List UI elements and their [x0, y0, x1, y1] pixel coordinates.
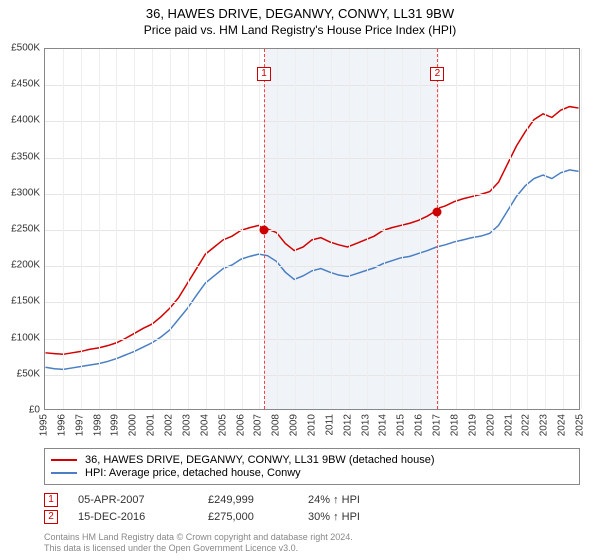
- y-tick-label: £50K: [4, 368, 40, 379]
- x-tick-label: 1999: [110, 414, 121, 436]
- event-marker-dot: [433, 207, 442, 216]
- title-line1: 36, HAWES DRIVE, DEGANWY, CONWY, LL31 9B…: [0, 6, 600, 21]
- table-row: 1 05-APR-2007 £249,999 24% ↑ HPI: [44, 493, 580, 507]
- legend-item: 36, HAWES DRIVE, DEGANWY, CONWY, LL31 9B…: [51, 454, 573, 466]
- x-tick-label: 2011: [324, 414, 335, 436]
- footer-line2: This data is licensed under the Open Gov…: [44, 543, 580, 554]
- x-tick-label: 2012: [342, 414, 353, 436]
- legend-label: 36, HAWES DRIVE, DEGANWY, CONWY, LL31 9B…: [85, 454, 435, 466]
- x-tick-label: 2009: [289, 414, 300, 436]
- y-tick-label: £500K: [4, 43, 40, 54]
- sales-table: 1 05-APR-2007 £249,999 24% ↑ HPI 2 15-DE…: [44, 490, 580, 527]
- y-tick-label: £350K: [4, 151, 40, 162]
- x-tick-label: 2014: [378, 414, 389, 436]
- x-tick-label: 2023: [539, 414, 550, 436]
- legend-swatch: [51, 472, 77, 474]
- title-block: 36, HAWES DRIVE, DEGANWY, CONWY, LL31 9B…: [0, 0, 600, 37]
- x-tick-label: 2022: [521, 414, 532, 436]
- sale-price: £249,999: [208, 494, 288, 506]
- y-tick-label: £250K: [4, 224, 40, 235]
- x-tick-label: 2006: [235, 414, 246, 436]
- y-tick-label: £300K: [4, 187, 40, 198]
- sale-pct: 30% ↑ HPI: [308, 511, 408, 523]
- x-tick-label: 2004: [199, 414, 210, 436]
- x-tick-label: 2008: [271, 414, 282, 436]
- sale-date: 05-APR-2007: [78, 494, 188, 506]
- sale-price: £275,000: [208, 511, 288, 523]
- x-tick-label: 2020: [485, 414, 496, 436]
- x-tick-label: 2001: [146, 414, 157, 436]
- x-tick-label: 2019: [467, 414, 478, 436]
- x-tick-label: 2003: [181, 414, 192, 436]
- x-tick-label: 1996: [56, 414, 67, 436]
- y-tick-label: £0: [4, 405, 40, 416]
- event-marker-box: 2: [430, 67, 444, 81]
- x-tick-label: 2024: [557, 414, 568, 436]
- sale-date: 15-DEC-2016: [78, 511, 188, 523]
- table-row: 2 15-DEC-2016 £275,000 30% ↑ HPI: [44, 510, 580, 524]
- chart-lines-svg: [45, 49, 579, 409]
- y-tick-label: £400K: [4, 115, 40, 126]
- x-tick-label: 2016: [414, 414, 425, 436]
- row-marker-box: 2: [44, 510, 58, 524]
- y-tick-label: £450K: [4, 79, 40, 90]
- x-tick-label: 2000: [128, 414, 139, 436]
- legend: 36, HAWES DRIVE, DEGANWY, CONWY, LL31 9B…: [44, 448, 580, 485]
- sale-pct: 24% ↑ HPI: [308, 494, 408, 506]
- x-tick-label: 2002: [164, 414, 175, 436]
- footer-attribution: Contains HM Land Registry data © Crown c…: [44, 532, 580, 554]
- footer-line1: Contains HM Land Registry data © Crown c…: [44, 532, 580, 543]
- x-tick-label: 1998: [92, 414, 103, 436]
- legend-label: HPI: Average price, detached house, Conw…: [85, 467, 301, 479]
- x-tick-label: 2021: [503, 414, 514, 436]
- x-tick-label: 1997: [74, 414, 85, 436]
- x-tick-label: 2018: [449, 414, 460, 436]
- x-tick-label: 2017: [432, 414, 443, 436]
- x-tick-label: 2025: [575, 414, 586, 436]
- event-marker-dot: [260, 226, 269, 235]
- x-tick-label: 2005: [217, 414, 228, 436]
- x-tick-label: 2010: [307, 414, 318, 436]
- title-line2: Price paid vs. HM Land Registry's House …: [0, 23, 600, 37]
- legend-item: HPI: Average price, detached house, Conw…: [51, 467, 573, 479]
- chart-plot-area: 12: [44, 48, 580, 410]
- legend-swatch: [51, 459, 77, 461]
- row-marker-box: 1: [44, 493, 58, 507]
- x-tick-label: 2013: [360, 414, 371, 436]
- x-tick-label: 2007: [253, 414, 264, 436]
- x-tick-label: 2015: [396, 414, 407, 436]
- y-tick-label: £150K: [4, 296, 40, 307]
- event-marker-box: 1: [257, 67, 271, 81]
- y-tick-label: £200K: [4, 260, 40, 271]
- y-tick-label: £100K: [4, 332, 40, 343]
- x-tick-label: 1995: [39, 414, 50, 436]
